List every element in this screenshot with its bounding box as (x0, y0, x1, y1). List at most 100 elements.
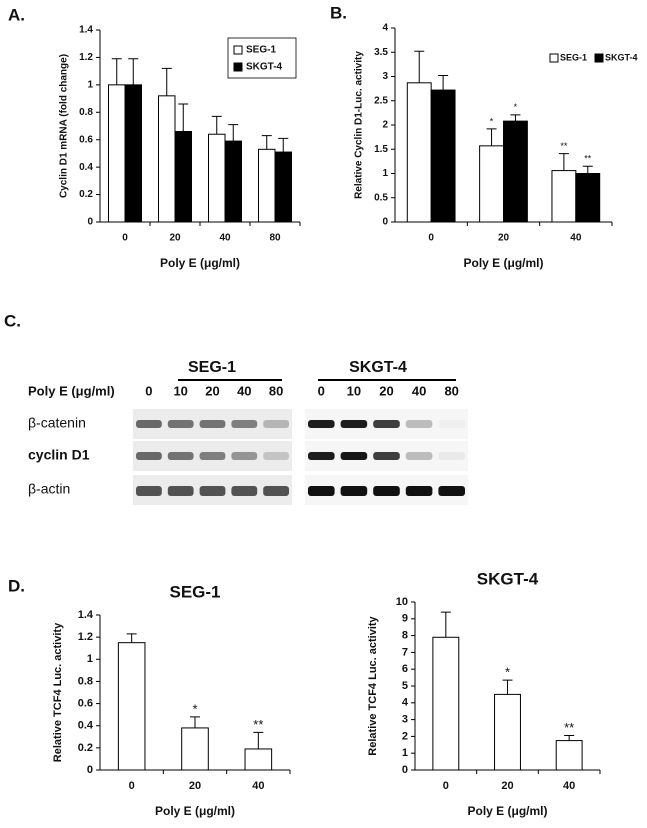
bar (117, 642, 146, 771)
y-axis-label: Cyclin D1 mRNA (fold change) (59, 54, 70, 198)
error-bar (278, 137, 289, 153)
bar (479, 145, 505, 223)
bar (181, 727, 209, 771)
blot-band (199, 452, 226, 460)
blot-lane-label: 0 (145, 383, 152, 398)
legend-label: SKGT-4 (605, 52, 638, 62)
error-bar (190, 716, 200, 728)
legend-swatch (233, 45, 243, 55)
legend-swatch (233, 62, 243, 72)
blot-band (373, 420, 400, 428)
x-tick-label: 0 (129, 780, 135, 792)
blot-band (199, 420, 226, 428)
panel-label: D. (8, 576, 25, 595)
chart-title: SEG-1 (169, 582, 220, 601)
error-bar (440, 611, 451, 638)
blot-band (167, 486, 194, 496)
significance-label: * (514, 102, 518, 112)
blot-band (405, 420, 433, 428)
error-bar (261, 135, 272, 150)
blot-lane-label: 10 (347, 383, 361, 398)
y-tick-label: 0.6 (79, 134, 93, 145)
significance-label: ** (253, 717, 263, 732)
y-tick-label: 0 (87, 764, 93, 776)
blot-band (405, 452, 433, 460)
y-tick-label: 0 (402, 764, 408, 776)
significance-label: * (505, 665, 510, 680)
y-tick-label: 1 (402, 747, 408, 759)
y-tick-label: 10 (396, 596, 408, 608)
y-tick-label: 5 (402, 680, 408, 692)
y-tick-label: 0 (382, 217, 388, 228)
y-tick-label: 3.5 (374, 47, 388, 58)
blot-band (405, 486, 433, 496)
error-bar (510, 114, 521, 122)
y-tick-label: 1.4 (79, 25, 93, 36)
error-bar (438, 75, 449, 91)
error-bar (161, 67, 172, 96)
panel-label: A. (8, 5, 25, 24)
y-tick-label: 0.4 (78, 720, 94, 732)
y-tick-label: 3 (382, 71, 388, 82)
blot-lane-label: 40 (412, 383, 426, 398)
blot-band (199, 486, 226, 496)
y-tick-label: 3 (402, 714, 408, 726)
significance-label: ** (584, 154, 592, 164)
blot-band (308, 420, 335, 428)
y-tick-label: 0.2 (78, 742, 93, 754)
x-tick-label: 0 (122, 233, 128, 244)
blot-band (340, 452, 368, 460)
error-bar (558, 153, 569, 171)
error-bar (253, 731, 264, 749)
error-bar (486, 128, 497, 146)
x-tick-label: 40 (563, 780, 575, 792)
x-tick-label: 40 (570, 233, 582, 244)
blot-lane-label: 10 (173, 383, 187, 398)
blot-lane-label: 20 (205, 383, 219, 398)
bar (274, 151, 292, 223)
y-tick-label: 1.2 (78, 631, 93, 643)
blot-band (373, 486, 400, 496)
x-tick-label: 40 (219, 233, 231, 244)
y-tick-label: 1.2 (79, 52, 93, 63)
blot-band (308, 452, 335, 460)
blot-band (231, 452, 258, 460)
error-bar (414, 50, 425, 83)
significance-label: ** (560, 141, 568, 151)
y-tick-label: 1.5 (374, 144, 388, 155)
y-tick-label: 2.5 (374, 95, 388, 106)
bar (503, 120, 528, 223)
error-bar (128, 58, 139, 85)
blot-band (263, 452, 289, 460)
blot-band (438, 420, 465, 428)
blot-band (136, 420, 162, 428)
blot-lane-label: 0 (318, 383, 325, 398)
y-tick-label: 1 (87, 79, 93, 90)
x-tick-label: 0 (443, 780, 449, 792)
blot-lane-label: 20 (379, 383, 393, 398)
blot-band (308, 486, 335, 496)
blot-lane-title: Poly E (μg/ml) (28, 383, 115, 398)
blot-band (438, 452, 465, 460)
blot-band (438, 486, 465, 496)
chart-title: SKGT-4 (477, 569, 539, 588)
blot-band (167, 452, 194, 460)
bar (108, 84, 126, 223)
legend-label: SKGT-4 (246, 62, 283, 73)
y-tick-label: 0.8 (79, 107, 93, 118)
y-axis-label: Relative TCF4 Luc. activity (367, 615, 379, 755)
y-tick-label: 1.4 (78, 609, 94, 621)
blot-lane-label: 80 (269, 383, 283, 398)
error-bar (111, 58, 122, 85)
y-tick-label: 2 (382, 120, 388, 131)
bar (258, 148, 276, 223)
blot-group-label: SKGT-4 (349, 359, 407, 376)
y-tick-label: 7 (402, 646, 408, 658)
bar (158, 95, 176, 223)
blot-band (136, 486, 162, 496)
y-tick-label: 0.6 (78, 697, 93, 709)
blot-band (263, 420, 289, 428)
bar (555, 740, 583, 771)
error-bar (126, 633, 137, 643)
x-tick-label: 80 (269, 233, 281, 244)
